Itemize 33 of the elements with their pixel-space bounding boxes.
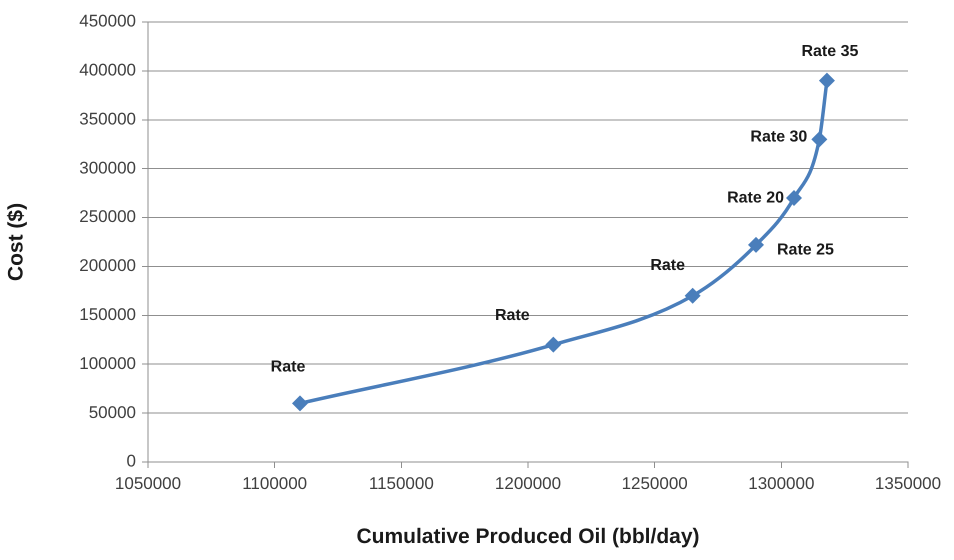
data-label: Rate 20 [727,189,784,206]
y-tick-label: 100000 [79,354,136,373]
y-tick-label: 0 [126,452,136,471]
x-tick-label: 1200000 [494,474,562,493]
x-tick-label: 1150000 [368,474,434,493]
point [292,395,308,412]
y-tick-label: 300000 [79,158,136,178]
y-axis-title: Cost ($) [4,202,28,282]
x-tick-label: 1300000 [748,474,814,493]
point [811,131,828,148]
data-label: Rate 30 [750,128,808,146]
data-label: Rate [494,307,530,324]
x-tick-label: 1100000 [242,474,308,493]
y-tick-label: 50000 [88,402,136,422]
data-label: Rate 25 [777,241,834,258]
y-tick-label: 250000 [79,207,136,226]
y-tick-label: 450000 [79,12,136,31]
y-tick-label: 150000 [79,305,136,324]
data-label: Rate [650,257,686,274]
x-tick-label: 1250000 [622,474,688,493]
point [786,190,802,206]
data-label: Rate 35 [801,43,858,60]
y-tick-label: 200000 [79,256,136,276]
y-tick-label: 400000 [79,60,136,80]
data-label: Rate [270,358,306,376]
x-axis-title: Cumulative Produced Oil (bbl/day) [356,525,700,548]
point [818,72,835,89]
y-tick-label: 350000 [79,109,136,128]
x-tick-label: 1050000 [114,474,182,493]
x-tick-label: 1350000 [874,474,942,493]
point [545,336,562,353]
point [748,236,764,253]
point [684,288,701,304]
